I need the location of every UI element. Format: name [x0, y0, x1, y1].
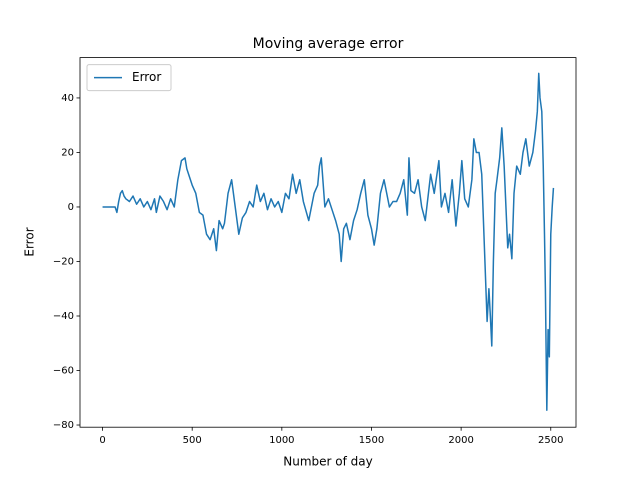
y-axis-label: Error — [23, 227, 37, 256]
y-tick-label: 20 — [61, 147, 74, 158]
legend-box — [86, 64, 172, 92]
x-tick-label: 1500 — [359, 435, 384, 446]
x-axis-label: Number of day — [283, 455, 372, 469]
x-tick-label: 500 — [183, 435, 202, 446]
legend-label: Error — [132, 70, 161, 84]
series-line — [102, 72, 555, 412]
y-tick-label: −60 — [53, 366, 74, 377]
y-tick-label: −20 — [53, 256, 74, 267]
y-tick-label: 0 — [68, 202, 74, 213]
chart-title: Moving average error — [253, 36, 404, 52]
x-tick-label: 1000 — [269, 435, 294, 446]
y-tick-label: −40 — [53, 311, 74, 322]
x-tick-label: 2000 — [448, 435, 473, 446]
x-tick-label: 0 — [99, 435, 105, 446]
y-tick-label: 40 — [61, 93, 74, 104]
x-tick-label: 2500 — [538, 435, 563, 446]
y-tick-label: −80 — [53, 420, 74, 431]
plot-frame — [79, 57, 577, 428]
